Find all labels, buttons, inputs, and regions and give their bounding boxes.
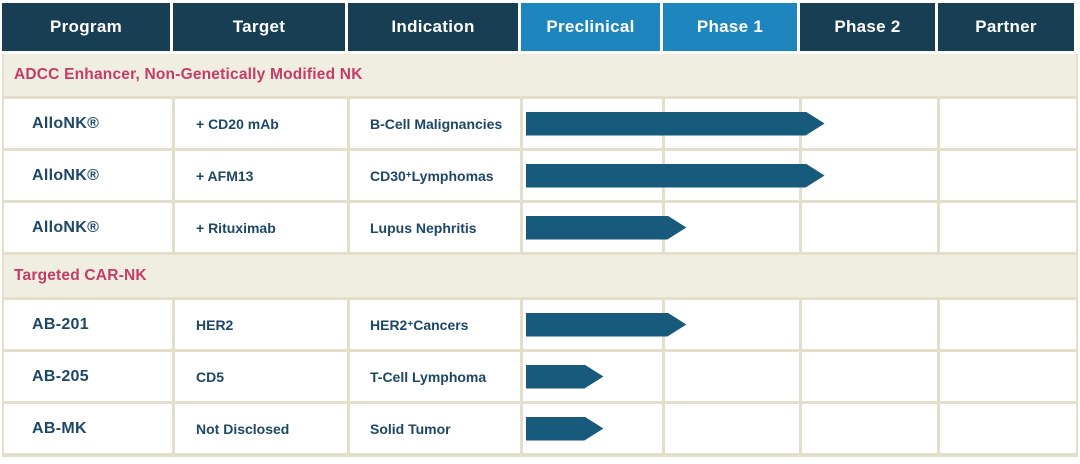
- indication-text-rest: Cancers: [413, 316, 469, 333]
- progress-arrow: [526, 365, 603, 389]
- section-header-targeted-car-nk: Targeted CAR-NK: [4, 255, 1076, 297]
- timeline-cell: [523, 203, 1076, 252]
- progress-arrow: [526, 164, 825, 188]
- column-header-target: Target: [173, 3, 345, 51]
- table-row: AB-MK Not Disclosed Solid Tumor: [4, 404, 1076, 453]
- progress-arrow: [526, 313, 686, 337]
- section-title: ADCC Enhancer, Non-Genetically Modified …: [14, 66, 363, 83]
- indication-text: B-Cell Malignancies: [370, 115, 503, 132]
- column-header-preclinical: Preclinical: [521, 3, 660, 51]
- stage-divider: [937, 352, 940, 401]
- timeline-cell: [523, 151, 1076, 200]
- table-body: ADCC Enhancer, Non-Genetically Modified …: [2, 54, 1078, 457]
- column-header-indication: Indication: [348, 3, 518, 51]
- program-cell: AlloNK®: [4, 151, 172, 200]
- timeline-cell: [523, 352, 1076, 401]
- indication-text: T-Cell Lymphoma: [370, 368, 487, 385]
- stage-divider: [937, 151, 940, 200]
- stage-divider: [937, 300, 940, 349]
- stage-divider: [799, 404, 802, 453]
- target-cell: + CD20 mAb: [175, 99, 347, 148]
- section-title: Targeted CAR-NK: [14, 267, 147, 284]
- timeline-cell: [523, 300, 1076, 349]
- progress-arrow: [526, 216, 686, 240]
- target-cell: CD5: [175, 352, 347, 401]
- indication-text: HER2: [370, 316, 408, 333]
- indication-cell: T-Cell Lymphoma: [350, 352, 520, 401]
- program-cell: AB-205: [4, 352, 172, 401]
- table-row: AlloNK® + AFM13 CD30 + Lymphomas: [4, 151, 1076, 200]
- clinical-pipeline-table: Program Target Indication Preclinical Ph…: [2, 3, 1078, 457]
- program-cell: AlloNK®: [4, 203, 172, 252]
- program-cell: AlloNK®: [4, 99, 172, 148]
- table-row: AB-201 HER2 HER2 + Cancers: [4, 300, 1076, 349]
- stage-divider: [799, 300, 802, 349]
- stage-divider: [799, 203, 802, 252]
- stage-divider: [662, 404, 665, 453]
- table-header-row: Program Target Indication Preclinical Ph…: [2, 3, 1078, 51]
- progress-arrow: [526, 112, 825, 136]
- column-header-program: Program: [2, 3, 170, 51]
- stage-divider: [937, 404, 940, 453]
- indication-cell: CD30 + Lymphomas: [350, 151, 520, 200]
- column-header-partner: Partner: [938, 3, 1074, 51]
- progress-arrow: [526, 417, 603, 441]
- indication-text-rest: Lymphomas: [411, 167, 494, 184]
- program-cell: AB-MK: [4, 404, 172, 453]
- table-row: AlloNK® + Rituximab Lupus Nephritis: [4, 203, 1076, 252]
- target-cell: + AFM13: [175, 151, 347, 200]
- indication-text: Lupus Nephritis: [370, 219, 477, 236]
- timeline-cell: [523, 99, 1076, 148]
- indication-cell: HER2 + Cancers: [350, 300, 520, 349]
- stage-divider: [662, 352, 665, 401]
- stage-divider: [799, 352, 802, 401]
- target-cell: HER2: [175, 300, 347, 349]
- indication-cell: Solid Tumor: [350, 404, 520, 453]
- stage-divider: [937, 203, 940, 252]
- table-row: AB-205 CD5 T-Cell Lymphoma: [4, 352, 1076, 401]
- indication-cell: Lupus Nephritis: [350, 203, 520, 252]
- target-cell: + Rituximab: [175, 203, 347, 252]
- target-cell: Not Disclosed: [175, 404, 347, 453]
- indication-text: Solid Tumor: [370, 420, 451, 437]
- indication-cell: B-Cell Malignancies: [350, 99, 520, 148]
- column-header-phase1: Phase 1: [663, 3, 797, 51]
- indication-text: CD30: [370, 167, 406, 184]
- stage-divider: [937, 99, 940, 148]
- table-row: AlloNK® + CD20 mAb B-Cell Malignancies: [4, 99, 1076, 148]
- timeline-cell: [523, 404, 1076, 453]
- section-header-adcc-enhancer: ADCC Enhancer, Non-Genetically Modified …: [4, 54, 1076, 96]
- program-cell: AB-201: [4, 300, 172, 349]
- column-header-phase2: Phase 2: [800, 3, 935, 51]
